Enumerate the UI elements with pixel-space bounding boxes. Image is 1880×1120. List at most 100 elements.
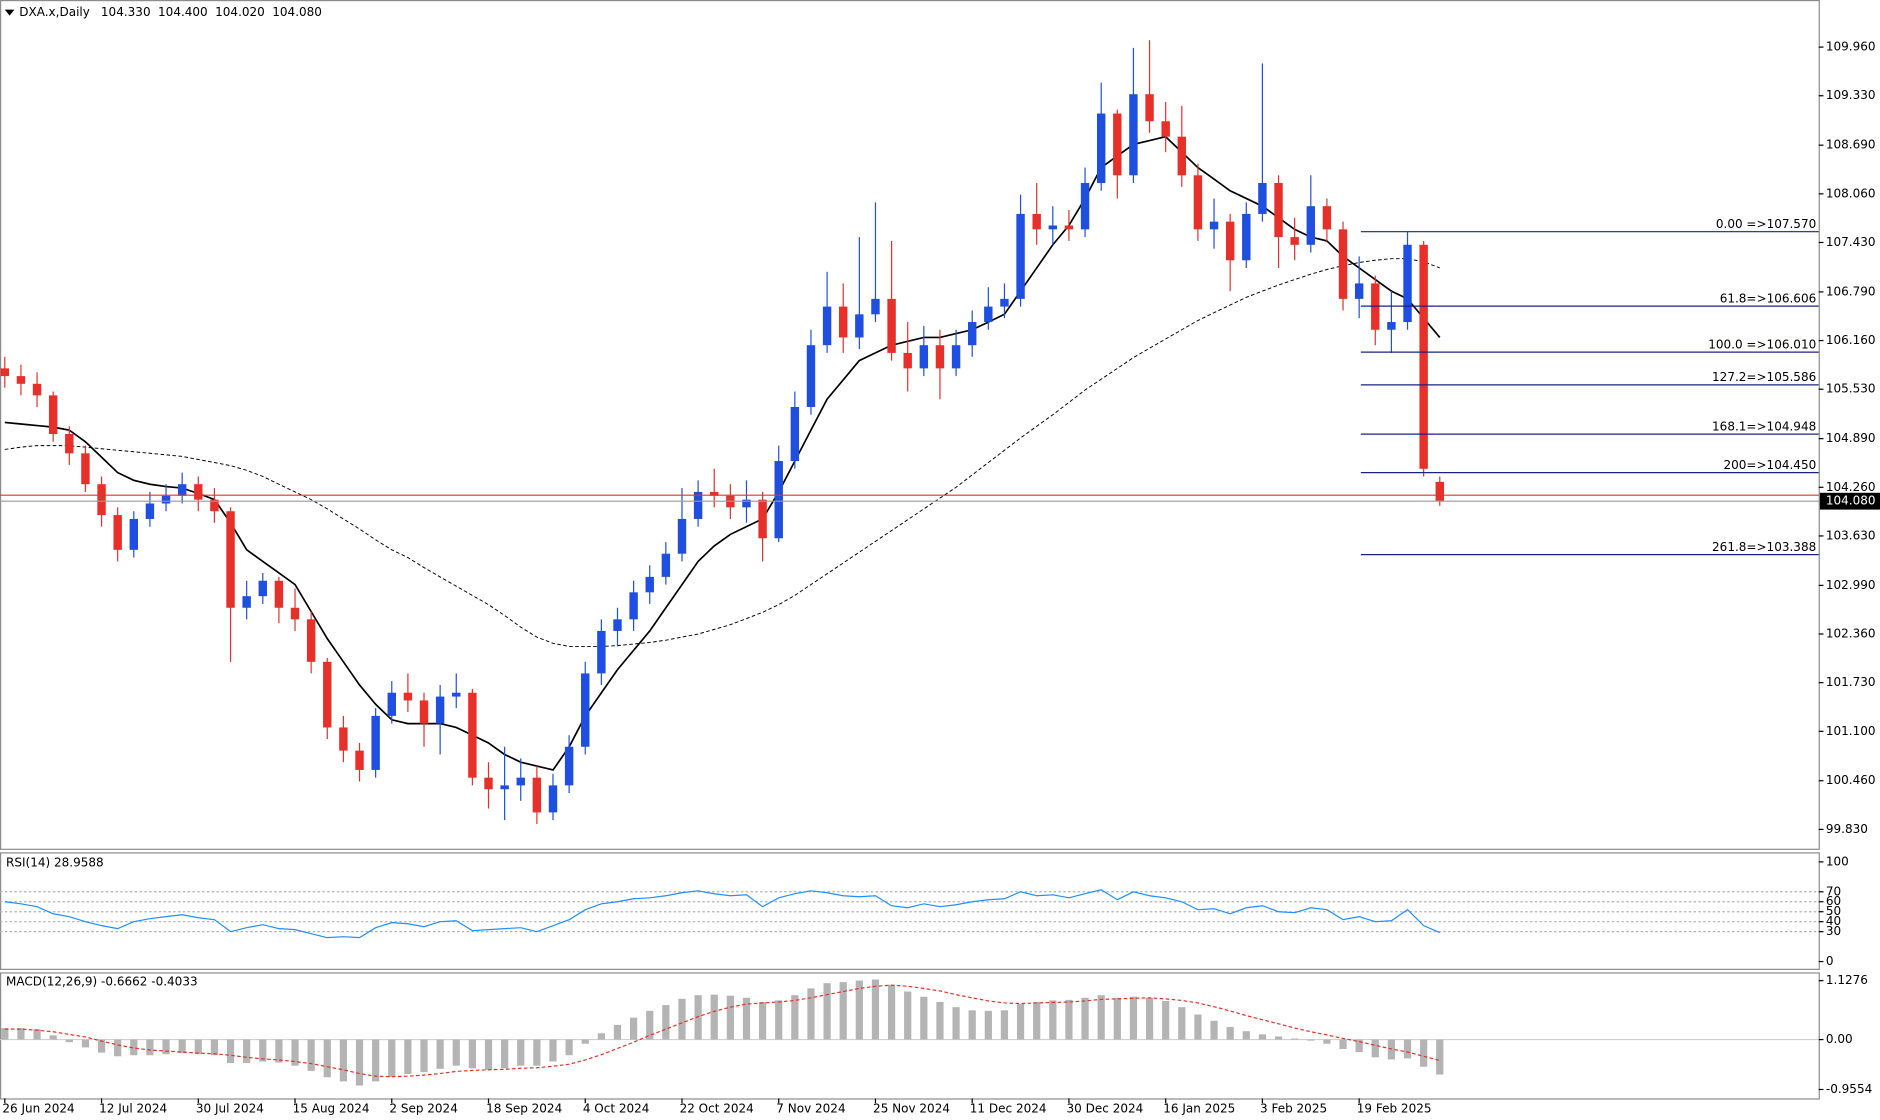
candle-body xyxy=(1306,206,1315,245)
macd-bar xyxy=(323,1039,331,1078)
candle-body xyxy=(1403,244,1412,323)
macd-bar xyxy=(533,1039,541,1066)
candle-body xyxy=(339,727,348,751)
macd-bar xyxy=(243,1039,251,1064)
macd-bar xyxy=(791,995,799,1040)
macd-bar xyxy=(1,1028,9,1040)
macd-bar xyxy=(807,988,815,1040)
candle-body xyxy=(1113,113,1122,176)
fib-label: 127.2=>105.586 xyxy=(1712,370,1816,384)
macd-bar xyxy=(1210,1020,1218,1040)
candle-body xyxy=(967,322,977,346)
candle-body xyxy=(435,696,445,724)
candle-body xyxy=(1419,244,1428,469)
candle-body xyxy=(516,777,525,786)
fib-label: 261.8=>103.388 xyxy=(1712,540,1816,554)
macd-bar xyxy=(565,1039,573,1056)
macd-bar xyxy=(1194,1014,1202,1040)
candle-body xyxy=(951,345,961,369)
macd-bar xyxy=(984,1010,992,1040)
candle-body xyxy=(0,368,10,377)
x-tick-label: 30 Dec 2024 xyxy=(1067,1102,1144,1116)
candle-body xyxy=(1435,481,1444,502)
macd-bar xyxy=(436,1039,444,1069)
candle-body xyxy=(774,461,783,539)
candle-body xyxy=(1016,213,1025,299)
macd-bar xyxy=(1355,1039,1363,1053)
candle-body xyxy=(500,785,509,790)
candle-body xyxy=(855,314,864,338)
macd-bar xyxy=(710,994,718,1040)
y-tick-label: 109.960 xyxy=(1826,40,1876,54)
macd-bar xyxy=(823,983,831,1040)
macd-bar xyxy=(194,1039,202,1055)
macd-bar xyxy=(1000,1010,1009,1040)
candle-body xyxy=(758,499,767,539)
macd-bar xyxy=(130,1039,138,1056)
macd-bar xyxy=(162,1039,170,1055)
macd-bar xyxy=(775,1000,783,1040)
candle-body xyxy=(323,661,332,728)
y-tick-label: 99.830 xyxy=(1826,822,1868,836)
candle-body xyxy=(81,453,90,485)
candle-body xyxy=(806,345,816,407)
macd-bar xyxy=(597,1033,605,1040)
y-tick-label: 1.1276 xyxy=(1826,973,1868,987)
macd-bar xyxy=(1436,1039,1444,1075)
quote-open: 104.330 xyxy=(101,5,151,19)
candle-body xyxy=(1387,322,1396,330)
candle-body xyxy=(1000,298,1009,307)
y-tick-label: 40 xyxy=(1826,914,1841,928)
candle-body xyxy=(1064,225,1074,230)
candle-body xyxy=(1242,213,1251,261)
fib-label: 200=>104.450 xyxy=(1724,458,1817,472)
macd-bar xyxy=(468,1039,476,1069)
x-tick-label: 11 Dec 2024 xyxy=(970,1102,1047,1116)
macd-bar xyxy=(646,1010,654,1040)
candle-body xyxy=(693,491,703,519)
macd-bar xyxy=(726,995,734,1040)
menu-arrow[interactable] xyxy=(4,9,15,16)
y-tick-label: 104.890 xyxy=(1826,431,1876,445)
macd-bar xyxy=(146,1039,154,1056)
macd-bar xyxy=(452,1039,460,1066)
macd-title: MACD(12,26,9) -0.6662 -0.4033 xyxy=(6,974,198,988)
y-tick-label: 103.630 xyxy=(1826,528,1876,542)
chart-header: DXA.x,Daily 104.330 104.400 104.020 104.… xyxy=(19,5,322,19)
fib-label: 100.0 =>106.010 xyxy=(1708,337,1816,351)
macd-bar xyxy=(1113,997,1121,1040)
macd-bar xyxy=(517,1039,525,1066)
macd-bar xyxy=(388,1039,396,1078)
candle-body xyxy=(710,491,719,496)
macd-bar xyxy=(291,1039,299,1066)
candle-body xyxy=(742,499,751,508)
macd-bar xyxy=(1162,1000,1170,1040)
candle-body xyxy=(306,619,316,662)
candle-body xyxy=(452,692,461,697)
macd-bar xyxy=(1291,1038,1299,1040)
candle-body xyxy=(1145,94,1154,122)
candle-body xyxy=(935,345,945,369)
macd-bar xyxy=(549,1039,557,1062)
macd-bar xyxy=(17,1028,25,1040)
y-tick-label: 109.330 xyxy=(1826,88,1876,102)
candle-body xyxy=(113,515,122,550)
candle-body xyxy=(1096,113,1106,184)
candle-body xyxy=(468,692,477,778)
candle-body xyxy=(48,395,58,435)
candle-body xyxy=(1274,183,1283,238)
candle-body xyxy=(822,306,832,346)
candle-body xyxy=(355,750,364,770)
macd-bar xyxy=(1420,1039,1428,1067)
candle-body xyxy=(16,376,26,384)
macd-bar xyxy=(1403,1039,1412,1059)
candle-body xyxy=(194,484,203,500)
macd-bar xyxy=(613,1024,622,1040)
candle-body xyxy=(1354,283,1364,299)
x-tick-label: 4 Oct 2024 xyxy=(583,1102,650,1116)
macd-bar xyxy=(114,1039,122,1057)
x-tick-label: 16 Jan 2025 xyxy=(1163,1102,1235,1116)
macd-bar xyxy=(952,1007,960,1040)
